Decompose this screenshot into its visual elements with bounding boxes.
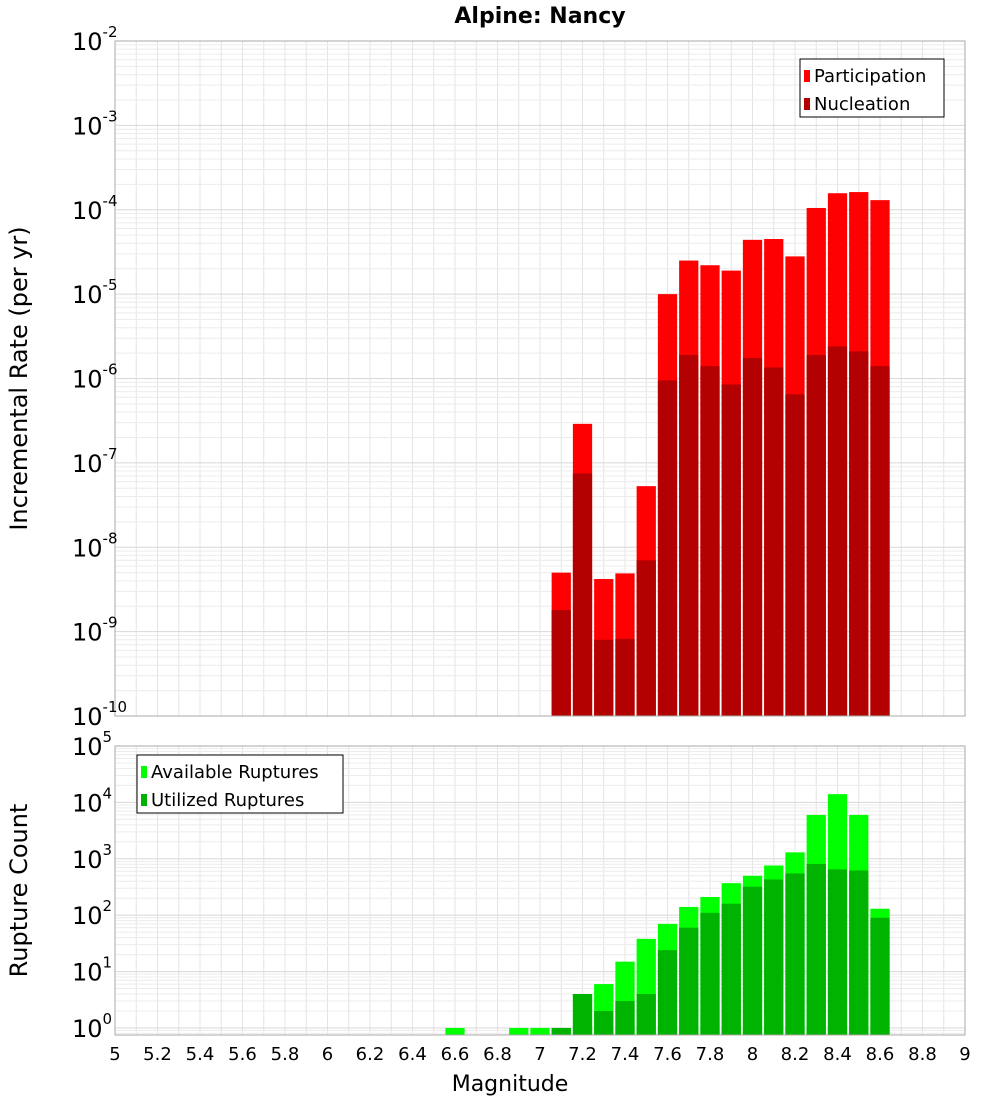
x-axis-label: Magnitude — [452, 1072, 569, 1097]
y-tick-label: 10-2 — [72, 23, 118, 56]
bar-utilized-ruptures — [870, 917, 890, 1035]
x-tick-label: 8.8 — [908, 1044, 937, 1065]
x-tick-label: 7 — [534, 1044, 545, 1065]
y-tick-label: 101 — [72, 954, 112, 987]
bar-utilized-ruptures — [849, 870, 869, 1035]
y-tick-label: 10-9 — [72, 614, 118, 647]
bar-utilized-ruptures — [827, 869, 848, 1035]
bar-nucleation — [806, 354, 826, 716]
x-tick-label: 5.2 — [143, 1044, 172, 1065]
x-tick-label: 7.4 — [611, 1044, 640, 1065]
series-utilized-ruptures — [551, 863, 890, 1035]
legend-label: Participation — [814, 66, 926, 87]
bar-nucleation — [594, 639, 614, 716]
x-tick-label: 9 — [959, 1044, 970, 1065]
bar-available-ruptures — [530, 1027, 550, 1035]
legend-label: Utilized Ruptures — [151, 790, 304, 811]
bar-nucleation — [785, 394, 805, 716]
bar-utilized-ruptures — [742, 886, 763, 1035]
bar-utilized-ruptures — [679, 927, 699, 1035]
bar-utilized-ruptures — [572, 994, 593, 1035]
bar-nucleation — [870, 366, 890, 716]
bar-utilized-ruptures — [764, 879, 784, 1035]
bar-nucleation — [657, 380, 678, 716]
bar-available-ruptures — [509, 1027, 529, 1035]
y-tick-label: 10-4 — [72, 192, 118, 225]
bar-utilized-ruptures — [806, 863, 826, 1035]
x-tick-label: 5.8 — [271, 1044, 300, 1065]
legend: Available Ruptures Utilized Ruptures — [136, 754, 344, 814]
y-tick-label: 10-3 — [72, 107, 118, 140]
bar-nucleation — [721, 384, 741, 716]
x-tick-label: 5 — [109, 1044, 120, 1065]
legend: Participation Nucleation — [799, 58, 945, 118]
legend-label: Available Ruptures — [151, 762, 319, 783]
y-tick-label: 103 — [72, 841, 112, 874]
y-tick-label: 102 — [72, 897, 112, 930]
x-tick-label: 8.6 — [866, 1044, 895, 1065]
series-nucleation — [551, 346, 890, 716]
y-tick-label: 104 — [72, 784, 112, 817]
bar-nucleation — [764, 367, 784, 716]
bar-nucleation — [742, 357, 763, 716]
legend-label: Nucleation — [814, 94, 910, 115]
bar-nucleation — [615, 638, 635, 716]
y-axis-label: Incremental Rate (per yr) — [5, 226, 33, 530]
bar-utilized-ruptures — [594, 1010, 614, 1035]
y-tick-label: 10-7 — [72, 445, 118, 478]
bar-nucleation — [700, 366, 720, 716]
x-tick-label: 8.4 — [823, 1044, 852, 1065]
y-axis-label: Rupture Count — [5, 804, 33, 978]
x-tick-label: 6 — [322, 1044, 333, 1065]
y-tick-label: 100 — [72, 1010, 112, 1043]
bar-nucleation — [572, 473, 593, 716]
bar-utilized-ruptures — [721, 903, 741, 1035]
x-tick-label: 7.2 — [568, 1044, 597, 1065]
bar-utilized-ruptures — [785, 873, 805, 1035]
legend-box — [799, 58, 945, 118]
plot-frame — [114, 745, 966, 1036]
x-tick-label: 6.4 — [398, 1044, 427, 1065]
x-tick-label: 5.6 — [228, 1044, 257, 1065]
bar-nucleation — [849, 351, 869, 716]
y-tick-label: 10-6 — [72, 361, 118, 394]
x-tick-label: 8.2 — [781, 1044, 810, 1065]
x-tick-label: 6.8 — [483, 1044, 512, 1065]
legend-swatch — [141, 766, 147, 778]
x-tick-label: 7.6 — [653, 1044, 682, 1065]
chart-title: Alpine: Nancy — [454, 4, 625, 29]
legend-swatch — [141, 794, 147, 806]
bar-utilized-ruptures — [636, 994, 656, 1035]
y-tick-label: 10-8 — [72, 529, 118, 562]
y-tick-label: 10-10 — [72, 698, 127, 731]
bar-nucleation — [827, 346, 848, 716]
y-tick-label: 10-5 — [72, 276, 118, 309]
panel-2: 100 101 102 103 104 105 Rupture Count 5 5.2 5.4 5.… — [5, 728, 971, 1097]
bar-utilized-ruptures — [657, 950, 678, 1035]
bar-nucleation — [636, 560, 656, 716]
panel-1: 10-10 10-9 10-8 10-7 10-6 10-5 10-4 10-3 10-2 Inc… — [5, 4, 966, 731]
bar-utilized-ruptures — [700, 912, 720, 1035]
bar-nucleation — [679, 354, 699, 716]
x-tick-label: 7.8 — [696, 1044, 725, 1065]
bar-nucleation — [551, 610, 571, 716]
x-tick-label: 5.4 — [186, 1044, 215, 1065]
bar-utilized-ruptures — [615, 1001, 635, 1035]
legend-swatch — [804, 98, 810, 110]
x-tick-label: 6.6 — [441, 1044, 470, 1065]
bar-utilized-ruptures — [551, 1027, 571, 1035]
legend-box — [136, 754, 344, 814]
plot-frame — [114, 40, 966, 717]
legend-swatch — [804, 70, 810, 82]
x-tick-label: 6.2 — [356, 1044, 385, 1065]
y-tick-label: 105 — [72, 728, 112, 761]
bar-available-ruptures — [445, 1027, 465, 1035]
x-tick-label: 8 — [747, 1044, 758, 1065]
